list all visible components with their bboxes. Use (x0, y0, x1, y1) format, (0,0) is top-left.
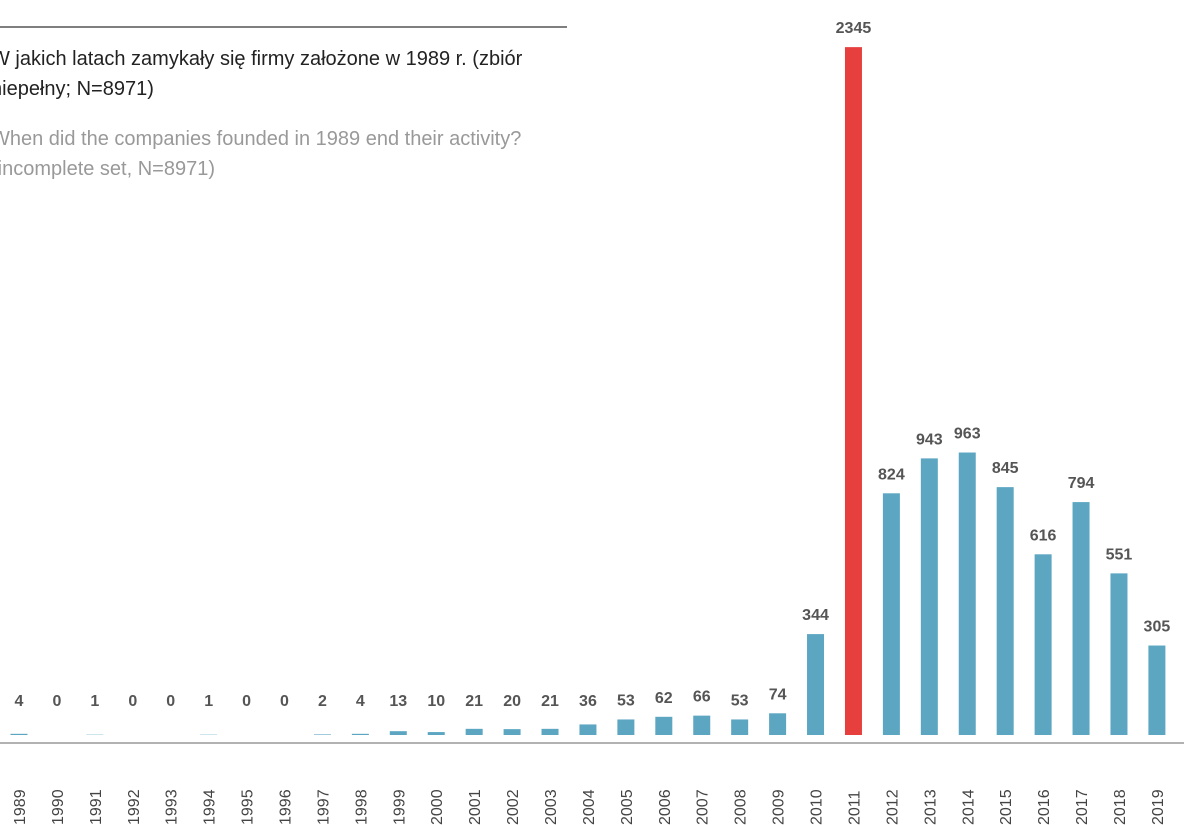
value-label: 21 (465, 693, 483, 710)
x-tick-label: 2018 (1112, 789, 1129, 825)
value-label: 616 (1030, 527, 1057, 544)
value-label: 0 (166, 693, 175, 710)
value-label: 53 (731, 692, 749, 709)
x-tick-label: 1994 (202, 789, 219, 825)
bar (731, 719, 749, 735)
value-label: 824 (878, 466, 905, 483)
x-tick-label: 2004 (581, 789, 598, 825)
value-label: 20 (503, 693, 521, 710)
value-label: 2 (318, 693, 327, 710)
bar (1148, 645, 1166, 735)
bar (579, 724, 597, 735)
value-label: 344 (802, 607, 829, 624)
bar (807, 634, 825, 735)
value-label: 4 (356, 693, 365, 710)
value-label: 4 (15, 693, 24, 710)
value-label: 943 (916, 431, 943, 448)
bar (389, 731, 407, 735)
titles: W jakich latach zamykały się firmy założ… (0, 44, 571, 184)
bar (1110, 573, 1128, 735)
x-tick-label: 1995 (240, 789, 257, 825)
bar (882, 493, 900, 735)
bar (996, 487, 1014, 735)
bar (617, 719, 635, 735)
x-tick-label: 2014 (960, 789, 977, 825)
x-tick-label: 1990 (50, 789, 67, 825)
chart-title: W jakich latach zamykały się firmy założ… (0, 48, 523, 100)
value-label: 794 (1068, 475, 1095, 492)
value-label: 10 (427, 693, 445, 710)
x-tick-label: 2006 (657, 789, 674, 825)
value-label: 551 (1106, 546, 1133, 563)
x-tick-label: 2012 (884, 789, 901, 825)
value-label: 0 (242, 693, 251, 710)
value-label: 305 (1144, 619, 1171, 636)
x-tick-label: 2016 (1036, 789, 1053, 825)
value-label: 21 (541, 693, 559, 710)
value-label: 74 (769, 686, 787, 703)
bar (655, 716, 673, 735)
value-label: 963 (954, 426, 981, 443)
x-tick-label: 2002 (505, 789, 522, 825)
x-tick-label: 2019 (1150, 789, 1167, 825)
value-label: 2345 (836, 20, 872, 37)
x-tick-label: 2001 (467, 789, 484, 825)
value-label: 0 (128, 693, 137, 710)
bar (427, 732, 445, 735)
x-tick-label: 2003 (543, 789, 560, 825)
x-tick-label: 2015 (998, 789, 1015, 825)
x-tick-label: 2010 (809, 789, 826, 825)
bar (313, 734, 331, 735)
bar (769, 713, 787, 735)
x-tick-label: 1991 (88, 789, 105, 825)
x-tick-label: 2005 (619, 789, 636, 825)
x-tick-label: 2000 (429, 789, 446, 825)
bar (1034, 554, 1052, 735)
x-tick-label: 2008 (733, 789, 750, 825)
x-tick-label: 1997 (315, 789, 332, 825)
bar (693, 715, 711, 735)
bar (844, 47, 862, 735)
value-label: 1 (90, 693, 99, 710)
bar (10, 733, 28, 735)
bar (541, 728, 559, 735)
x-tick-label: 2007 (695, 789, 712, 825)
value-label: 845 (992, 460, 1019, 477)
value-label: 0 (52, 693, 61, 710)
x-tick-label: 2013 (922, 789, 939, 825)
x-tick-label: 2011 (846, 790, 863, 825)
x-tick-label: 1996 (278, 789, 295, 825)
x-tick-label: 1993 (164, 789, 181, 825)
value-label: 1 (204, 693, 213, 710)
x-tick-label: 1992 (126, 789, 143, 825)
x-tick-label: 1989 (12, 789, 29, 825)
value-label: 36 (579, 693, 597, 710)
bar (351, 733, 369, 735)
value-label: 62 (655, 690, 673, 707)
x-tick-label: 1998 (353, 789, 370, 825)
bar (958, 452, 976, 735)
x-tick-label: 1999 (391, 789, 408, 825)
bar (1072, 502, 1090, 735)
bar (920, 458, 938, 735)
value-label: 66 (693, 689, 711, 706)
bar (465, 728, 483, 735)
bar (503, 729, 521, 735)
value-label: 53 (617, 692, 635, 709)
x-tick-label: 2017 (1074, 789, 1091, 825)
x-tick-label: 2009 (771, 789, 788, 825)
value-label: 13 (389, 693, 407, 710)
value-label: 0 (280, 693, 289, 710)
chart-subtitle: When did the companies founded in 1989 e… (0, 128, 522, 180)
